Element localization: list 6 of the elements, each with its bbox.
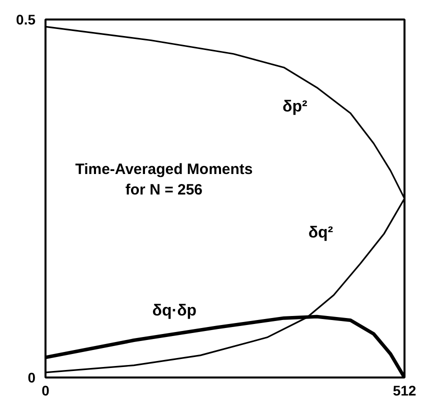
series-label: δp² <box>282 98 308 116</box>
x-tick-label: 512 <box>392 382 416 398</box>
annotation: Time-Averaged Moments for N = 256 <box>75 161 253 198</box>
text: δq² <box>308 224 334 242</box>
y-tick-label: 0.5 <box>16 12 36 28</box>
series-label: δq·δp <box>152 302 197 320</box>
